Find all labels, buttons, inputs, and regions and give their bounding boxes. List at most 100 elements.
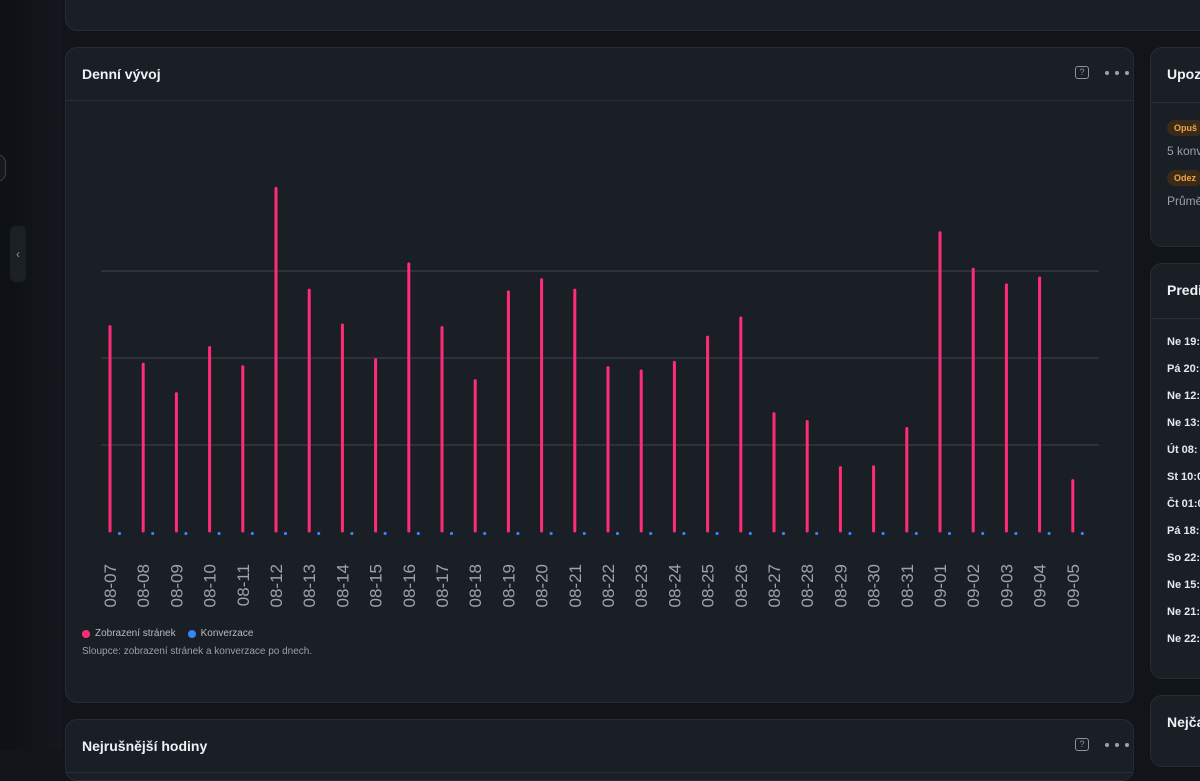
x-tick-label: 08-12 bbox=[267, 564, 286, 607]
x-tick-label: 08-24 bbox=[665, 564, 684, 607]
conversations-bar[interactable] bbox=[317, 532, 321, 535]
conversations-bar[interactable] bbox=[483, 532, 487, 535]
divider bbox=[1151, 102, 1200, 103]
conversations-bar[interactable] bbox=[848, 532, 852, 535]
alert-badge: Odez bbox=[1167, 170, 1200, 186]
prediction-item[interactable]: Čt 01:0 bbox=[1167, 498, 1200, 510]
legend-dot-conversations bbox=[187, 629, 196, 638]
conversations-bar[interactable] bbox=[616, 532, 619, 535]
conversations-bar[interactable] bbox=[914, 532, 918, 535]
prediction-item[interactable]: Ne 15: bbox=[1167, 579, 1200, 591]
legend-item-pageviews[interactable]: Zobrazení stránek bbox=[82, 628, 176, 639]
prediction-item[interactable]: Út 08: bbox=[1167, 444, 1198, 456]
x-tick-label: 08-11 bbox=[234, 564, 253, 606]
conversations-bar[interactable] bbox=[350, 532, 354, 535]
legend-label: Konverzace bbox=[200, 628, 254, 639]
x-tick-label: 08-17 bbox=[433, 564, 452, 607]
x-tick-label: 08-31 bbox=[898, 564, 917, 607]
x-tick-label: 08-16 bbox=[400, 564, 419, 607]
prediction-item[interactable]: Ne 19: bbox=[1167, 336, 1200, 348]
conversations-bar[interactable] bbox=[748, 532, 752, 535]
conversations-bar[interactable] bbox=[151, 532, 155, 535]
x-tick-label: 08-23 bbox=[632, 564, 651, 607]
chart-caption: Sloupce: zobrazení stránek a konverzace … bbox=[82, 646, 313, 657]
conversations-bar[interactable] bbox=[649, 532, 653, 535]
busiest-hours-card: Nejrušnější hodiny ? bbox=[65, 719, 1134, 781]
x-tick-label: 08-09 bbox=[167, 564, 186, 607]
x-tick-label: 08-30 bbox=[865, 564, 884, 607]
legend-label: Zobrazení stránek bbox=[95, 628, 176, 639]
conversations-bar[interactable] bbox=[118, 532, 121, 535]
conversations-bar[interactable] bbox=[1047, 532, 1051, 535]
x-tick-label: 08-20 bbox=[533, 564, 552, 607]
x-tick-label: 08-07 bbox=[101, 564, 120, 607]
conversations-bar[interactable] bbox=[815, 532, 819, 535]
daily-trend-card: Denní vývoj ? 08-07 08-08 08-09 08-10 08-11 0… bbox=[65, 47, 1134, 703]
x-tick-label: 08-18 bbox=[466, 564, 485, 607]
prediction-item[interactable]: So 22: bbox=[1167, 552, 1200, 564]
x-tick-label: 09-02 bbox=[964, 564, 983, 607]
conversations-bar[interactable] bbox=[284, 532, 287, 535]
card-header: Denní vývoj ? bbox=[66, 48, 1133, 101]
more-options-icon[interactable] bbox=[1105, 738, 1129, 752]
help-icon[interactable]: ? bbox=[1075, 66, 1089, 79]
conversations-bar[interactable] bbox=[948, 532, 951, 535]
x-tick-label: 08-25 bbox=[699, 564, 718, 607]
x-tick-label: 08-29 bbox=[831, 564, 850, 607]
third-right-card: Nejča bbox=[1150, 695, 1200, 767]
alert-badge: Opuš bbox=[1167, 120, 1200, 136]
x-tick-label: 08-28 bbox=[798, 564, 817, 607]
prediction-item[interactable]: Ne 21: bbox=[1167, 606, 1200, 618]
alerts-card: Upoz Opuš 5 konv Odez Průmě bbox=[1150, 47, 1200, 247]
help-icon[interactable]: ? bbox=[1075, 738, 1089, 751]
x-tick-label: 08-21 bbox=[566, 564, 585, 607]
conversations-bar[interactable] bbox=[881, 532, 885, 535]
conversations-bar[interactable] bbox=[582, 532, 586, 535]
x-tick-label: 09-04 bbox=[1031, 564, 1050, 607]
x-tick-label: 08-10 bbox=[201, 564, 220, 607]
conversations-bar[interactable] bbox=[416, 532, 420, 535]
conversations-bar[interactable] bbox=[981, 532, 985, 535]
conversations-bar[interactable] bbox=[715, 532, 719, 535]
legend-dot-pageviews bbox=[82, 629, 90, 638]
conversations-bar[interactable] bbox=[549, 532, 553, 535]
alert-text: 5 konv bbox=[1167, 144, 1200, 158]
x-tick-label: 08-22 bbox=[599, 564, 618, 607]
conversations-bar[interactable] bbox=[1080, 532, 1084, 535]
x-tick-label: 09-03 bbox=[997, 564, 1016, 607]
card-title: Nejča bbox=[1167, 714, 1200, 730]
x-tick-label: 08-19 bbox=[499, 564, 518, 607]
x-tick-label: 09-01 bbox=[931, 564, 950, 607]
predictions-card: Predi Ne 19: Pá 20: Ne 12: Ne 13: Út 08: St 1… bbox=[1150, 263, 1200, 679]
prediction-item[interactable]: St 10:0 bbox=[1167, 471, 1200, 483]
legend-item-conversations[interactable]: Konverzace bbox=[187, 628, 254, 639]
sidebar-edge bbox=[0, 0, 62, 750]
conversations-bar[interactable] bbox=[217, 532, 221, 535]
alert-text: Průmě bbox=[1167, 194, 1200, 208]
x-tick-label: 09-05 bbox=[1064, 564, 1083, 607]
conversations-bar[interactable] bbox=[1014, 532, 1018, 535]
prediction-item[interactable]: Ne 12: bbox=[1167, 390, 1200, 402]
divider bbox=[1151, 318, 1200, 319]
prediction-item[interactable]: Pá 18: bbox=[1167, 525, 1200, 537]
daily-trend-chart: 08-07 08-08 08-09 08-10 08-11 08-12 08-13 08-14… bbox=[101, 186, 1099, 607]
prediction-item[interactable]: Ne 13: bbox=[1167, 417, 1200, 429]
conversations-bar[interactable] bbox=[383, 532, 387, 535]
card-header: Nejrušnější hodiny ? bbox=[66, 720, 1133, 773]
x-tick-label: 08-27 bbox=[765, 564, 784, 607]
chevron-left-icon: ‹ bbox=[16, 247, 20, 261]
conversations-bar[interactable] bbox=[450, 532, 453, 535]
card-title: Denní vývoj bbox=[82, 66, 161, 82]
more-options-icon[interactable] bbox=[1105, 66, 1129, 80]
conversations-bar[interactable] bbox=[782, 532, 785, 535]
collapse-sidebar-button[interactable]: ‹ bbox=[10, 226, 26, 282]
conversations-bar[interactable] bbox=[682, 532, 686, 535]
conversations-bar[interactable] bbox=[184, 532, 188, 535]
prediction-item[interactable]: Pá 20: bbox=[1167, 363, 1200, 375]
top-card bbox=[65, 0, 1200, 31]
conversations-bar[interactable] bbox=[250, 532, 254, 535]
card-title: Nejrušnější hodiny bbox=[82, 738, 208, 754]
prediction-item[interactable]: Ne 22: bbox=[1167, 633, 1200, 645]
conversations-bar[interactable] bbox=[516, 532, 520, 535]
x-tick-label: 08-14 bbox=[333, 564, 352, 607]
